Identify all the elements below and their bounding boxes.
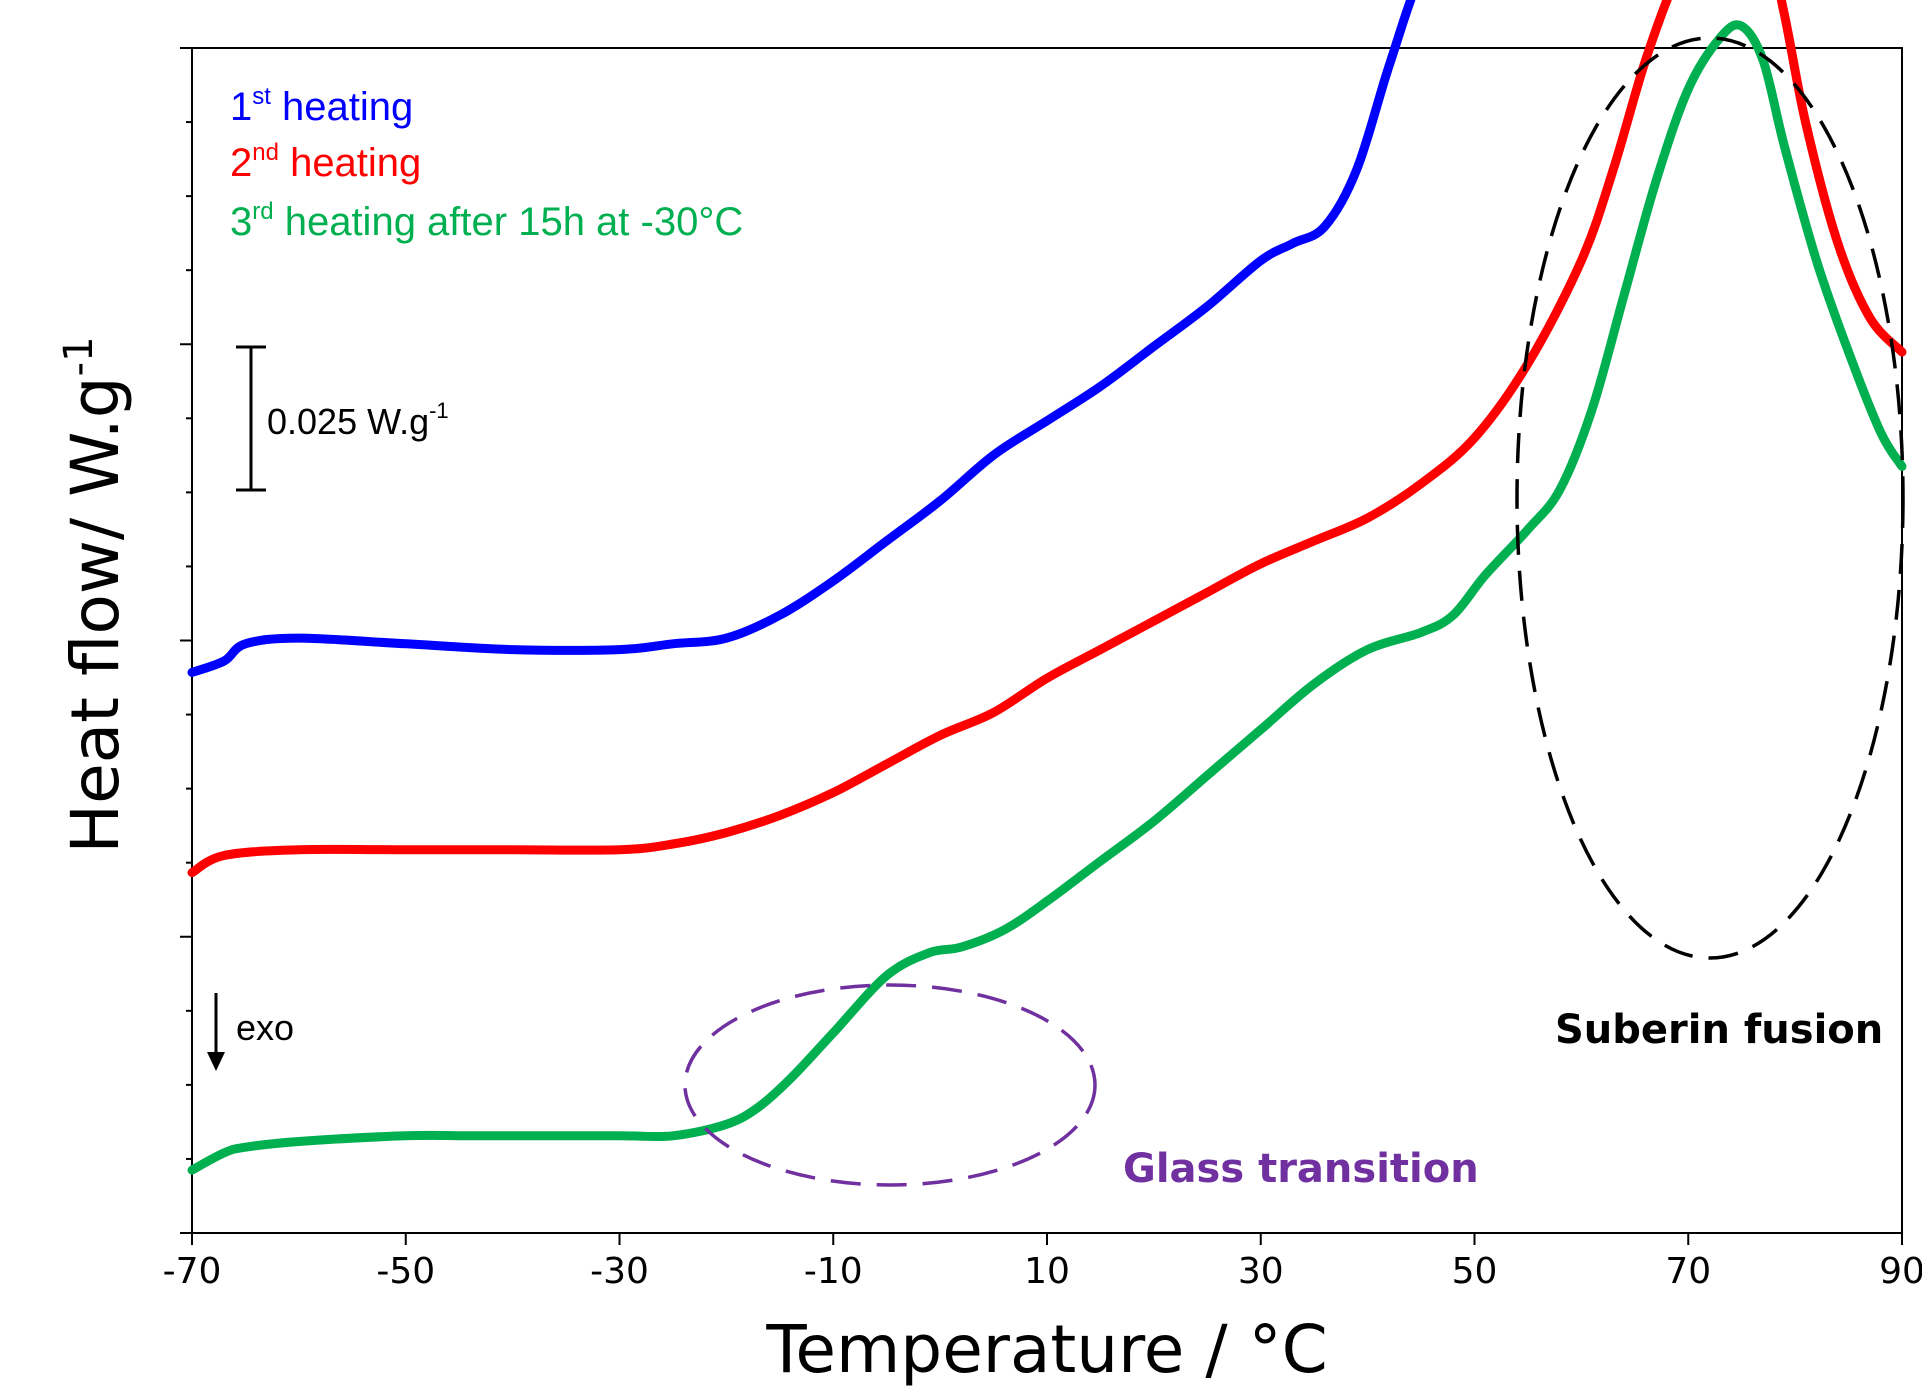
exo-arrowhead-icon bbox=[207, 1052, 225, 1071]
y-axis-label: Heat flow/ W.g-1 bbox=[56, 336, 134, 853]
series-line-1 bbox=[187, 0, 1416, 677]
x-tick-label: -50 bbox=[376, 1251, 435, 1292]
legend-entry-2: 2nd heating bbox=[230, 139, 421, 185]
scale-bar: 0.025 W.g-1 bbox=[236, 345, 449, 492]
exo-label: exo bbox=[236, 1007, 294, 1048]
legend: 1st heating 2nd heating 3rd heating after … bbox=[230, 83, 743, 244]
y-axis-label-sup: -1 bbox=[56, 336, 102, 376]
scale-bar-label-sup: -1 bbox=[429, 398, 449, 423]
series-lines bbox=[187, 0, 1907, 1175]
x-tick-label: 10 bbox=[1024, 1251, 1070, 1292]
glass-transition-ellipse bbox=[683, 983, 1097, 1187]
x-tick-label: 30 bbox=[1238, 1251, 1284, 1292]
series-line-3 bbox=[187, 20, 1907, 1175]
glass-transition-label: Glass transition bbox=[1123, 1146, 1479, 1192]
exo-indicator: exo bbox=[207, 993, 294, 1071]
x-axis-ticks bbox=[191, 1233, 1903, 1245]
y-axis-ticks bbox=[180, 47, 192, 1234]
x-tick-label: 50 bbox=[1452, 1251, 1498, 1292]
suberin-fusion-ellipse bbox=[1515, 36, 1905, 960]
x-tick-label: -70 bbox=[163, 1251, 222, 1292]
x-tick-label: 70 bbox=[1665, 1251, 1711, 1292]
scale-bar-label: 0.025 W.g bbox=[267, 401, 429, 442]
legend-entry-1: 1st heating bbox=[230, 83, 413, 129]
x-tick-label: 90 bbox=[1879, 1251, 1922, 1292]
y-axis-label-main: Heat flow/ W.g bbox=[57, 376, 134, 853]
legend-entry-3: 3rd heating after 15h at -30°C bbox=[230, 198, 743, 244]
svg-text:0.025 W.g-1: 0.025 W.g-1 bbox=[267, 398, 449, 442]
x-tick-label: -30 bbox=[590, 1251, 649, 1292]
suberin-fusion-label: Suberin fusion bbox=[1555, 1007, 1883, 1053]
series-line-2 bbox=[187, 0, 1907, 878]
x-axis-tick-labels: -70 -50 -30 -10 10 30 50 70 90 bbox=[163, 1251, 1922, 1292]
x-tick-label: -10 bbox=[804, 1251, 863, 1292]
x-axis-label: Temperature / °C bbox=[765, 1311, 1327, 1386]
